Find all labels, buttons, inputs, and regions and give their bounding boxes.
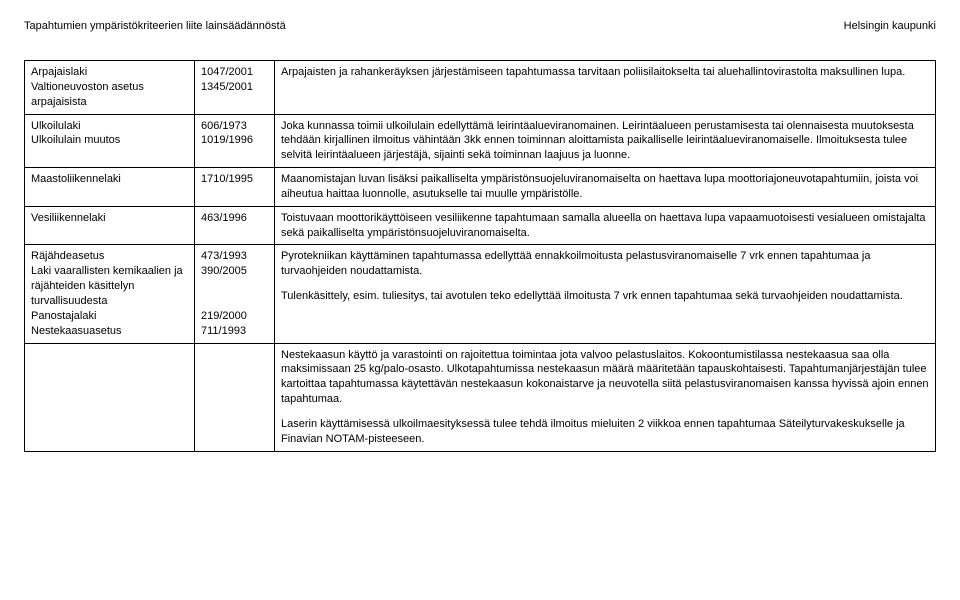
law-desc-paragraph: Joka kunnassa toimii ulkoilulain edellyt… <box>281 119 929 164</box>
law-ref-line: 1710/1995 <box>201 172 268 187</box>
law-ref-cell: 1710/1995 <box>195 168 275 207</box>
law-desc-paragraph: Pyrotekniikan käyttäminen tapahtumassa e… <box>281 249 929 279</box>
law-desc-paragraph: Arpajaisten ja rahankeräyksen järjestämi… <box>281 65 929 80</box>
law-ref-cell: 606/19731019/1996 <box>195 114 275 168</box>
law-ref-cell: 473/1993390/2005 219/2000711/1993 <box>195 245 275 343</box>
law-desc-cell: Pyrotekniikan käyttäminen tapahtumassa e… <box>275 245 936 343</box>
law-name-line: Panostajalaki <box>31 309 188 324</box>
law-ref-line <box>201 348 268 363</box>
law-ref-line <box>201 294 268 309</box>
law-name-line: Nestekaasuasetus <box>31 324 188 339</box>
law-ref-line: 1019/1996 <box>201 133 268 148</box>
law-name-line: Ulkoilulaki <box>31 119 188 134</box>
law-ref-cell: 1047/20011345/2001 <box>195 61 275 115</box>
law-name-cell: RäjähdeasetusLaki vaarallisten kemikaali… <box>25 245 195 343</box>
law-desc-cell: Toistuvaan moottorikäyttöiseen vesiliike… <box>275 206 936 245</box>
law-name-line: Valtioneuvoston asetus arpajaisista <box>31 80 188 110</box>
law-ref-line: 1345/2001 <box>201 80 268 95</box>
law-desc-paragraph: Toistuvaan moottorikäyttöiseen vesiliike… <box>281 211 929 241</box>
law-desc-cell: Maanomistajan luvan lisäksi paikalliselt… <box>275 168 936 207</box>
law-name-line: Räjähdeasetus <box>31 249 188 264</box>
law-ref-cell <box>195 343 275 451</box>
law-desc-paragraph: Laserin käyttämisessä ulkoilmaesityksess… <box>281 417 929 447</box>
law-name-line: Maastoliikennelaki <box>31 172 188 187</box>
table-row: ArpajaislakiValtioneuvoston asetus arpaj… <box>25 61 936 115</box>
legislation-table: ArpajaislakiValtioneuvoston asetus arpaj… <box>24 60 936 452</box>
law-ref-line: 606/1973 <box>201 119 268 134</box>
law-ref-cell: 463/1996 <box>195 206 275 245</box>
header-right: Helsingin kaupunki <box>844 20 936 32</box>
law-ref-line <box>201 279 268 294</box>
table-row: UlkoilulakiUlkoilulain muutos606/1973101… <box>25 114 936 168</box>
law-desc-cell: Nestekaasun käyttö ja varastointi on raj… <box>275 343 936 451</box>
table-row: RäjähdeasetusLaki vaarallisten kemikaali… <box>25 245 936 343</box>
law-desc-cell: Joka kunnassa toimii ulkoilulain edellyt… <box>275 114 936 168</box>
law-name-cell: Vesiliikennelaki <box>25 206 195 245</box>
law-ref-line: 711/1993 <box>201 324 268 339</box>
law-name-line: Arpajaislaki <box>31 65 188 80</box>
law-name-line: Ulkoilulain muutos <box>31 133 188 148</box>
law-ref-line: 219/2000 <box>201 309 268 324</box>
law-name-cell <box>25 343 195 451</box>
page-header: Tapahtumien ympäristökriteerien liite la… <box>24 20 936 32</box>
law-desc-cell: Arpajaisten ja rahankeräyksen järjestämi… <box>275 61 936 115</box>
table-row: Nestekaasun käyttö ja varastointi on raj… <box>25 343 936 451</box>
law-ref-line: 390/2005 <box>201 264 268 279</box>
law-name-line: Laki vaarallisten kemikaalien ja räjähte… <box>31 264 188 309</box>
law-name-cell: UlkoilulakiUlkoilulain muutos <box>25 114 195 168</box>
header-left: Tapahtumien ympäristökriteerien liite la… <box>24 20 286 32</box>
law-name-line: Vesiliikennelaki <box>31 211 188 226</box>
law-ref-line: 473/1993 <box>201 249 268 264</box>
law-ref-line: 463/1996 <box>201 211 268 226</box>
table-row: Vesiliikennelaki 463/1996 Toistuvaan moott… <box>25 206 936 245</box>
table-row: Maastoliikennelaki 1710/1995 Maanomistajan… <box>25 168 936 207</box>
law-desc-paragraph: Nestekaasun käyttö ja varastointi on raj… <box>281 348 929 407</box>
law-name-cell: Maastoliikennelaki <box>25 168 195 207</box>
law-name-cell: ArpajaislakiValtioneuvoston asetus arpaj… <box>25 61 195 115</box>
law-ref-line: 1047/2001 <box>201 65 268 80</box>
law-desc-paragraph: Tulenkäsittely, esim. tuliesitys, tai av… <box>281 289 929 304</box>
law-desc-paragraph: Maanomistajan luvan lisäksi paikalliselt… <box>281 172 929 202</box>
